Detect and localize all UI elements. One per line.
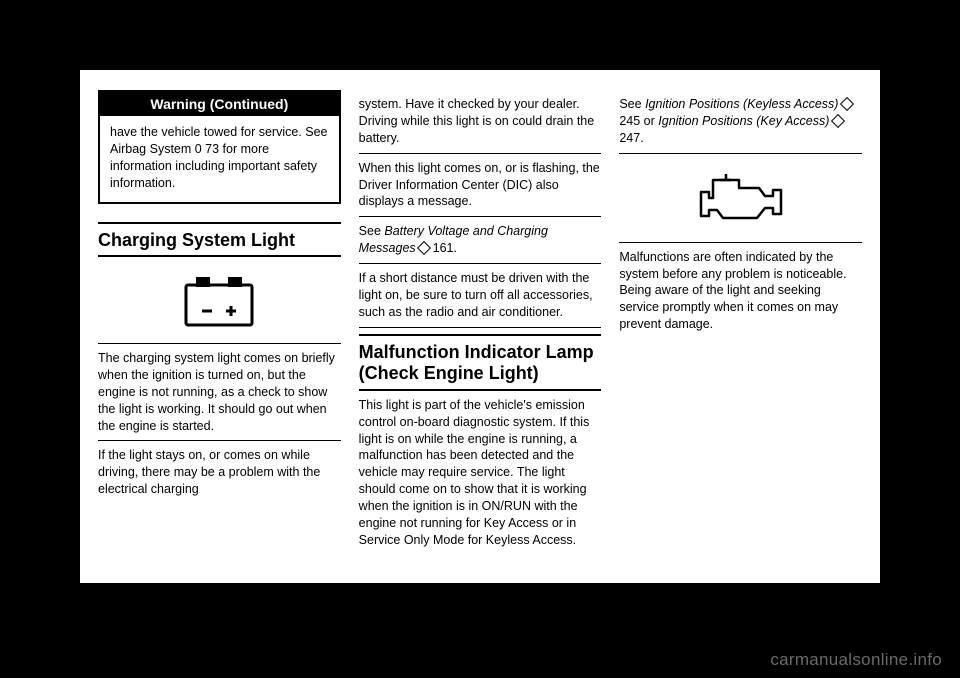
- col2-paragraph-1: system. Have it checked by your dealer. …: [359, 90, 602, 154]
- check-engine-icon: [691, 168, 791, 228]
- col3-paragraph-1: See Ignition Positions (Keyless Access) …: [619, 90, 862, 154]
- ref-page-161: 161.: [429, 241, 457, 255]
- reference-icon: [842, 99, 852, 109]
- reference-icon: [419, 243, 429, 253]
- col3-paragraph-2: Malfunctions are often indicated by the …: [619, 243, 862, 339]
- ref-page-245: 245 or: [619, 114, 658, 128]
- manual-page: Warning (Continued) have the vehicle tow…: [80, 70, 880, 583]
- text-see-2: See: [619, 97, 645, 111]
- ref-ignition-key: Ignition Positions (Key Access): [658, 114, 829, 128]
- column-1: Warning (Continued) have the vehicle tow…: [98, 90, 341, 555]
- section-heading-charging: Charging System Light: [98, 222, 341, 258]
- col2-paragraph-3: See Battery Voltage and Charging Message…: [359, 217, 602, 264]
- section-heading-mil: Malfunction Indicator Lamp (Check Engine…: [359, 334, 602, 391]
- column-3: See Ignition Positions (Keyless Access) …: [619, 90, 862, 555]
- ref-ignition-keyless: Ignition Positions (Keyless Access): [645, 97, 838, 111]
- warning-body-text: have the vehicle towed for service. See …: [110, 125, 327, 190]
- warning-body: have the vehicle towed for service. See …: [100, 116, 339, 202]
- charging-paragraph-2: If the light stays on, or comes on while…: [98, 441, 341, 504]
- col2-paragraph-5: This light is part of the vehicle's emis…: [359, 391, 602, 555]
- charging-paragraph-1: The charging system light comes on brief…: [98, 344, 341, 441]
- engine-icon-box: [619, 154, 862, 243]
- ref-page-247: 247.: [619, 131, 643, 145]
- watermark: carmanualsonline.info: [770, 650, 942, 670]
- battery-icon: [180, 271, 258, 329]
- reference-icon: [833, 116, 843, 126]
- column-2: system. Have it checked by your dealer. …: [359, 90, 602, 555]
- col2-paragraph-2: When this light comes on, or is flashing…: [359, 154, 602, 218]
- col2-paragraph-4: If a short distance must be driven with …: [359, 264, 602, 328]
- text-see: See: [359, 224, 385, 238]
- battery-icon-box: [98, 257, 341, 344]
- warning-header: Warning (Continued): [100, 92, 339, 116]
- warning-box: Warning (Continued) have the vehicle tow…: [98, 90, 341, 204]
